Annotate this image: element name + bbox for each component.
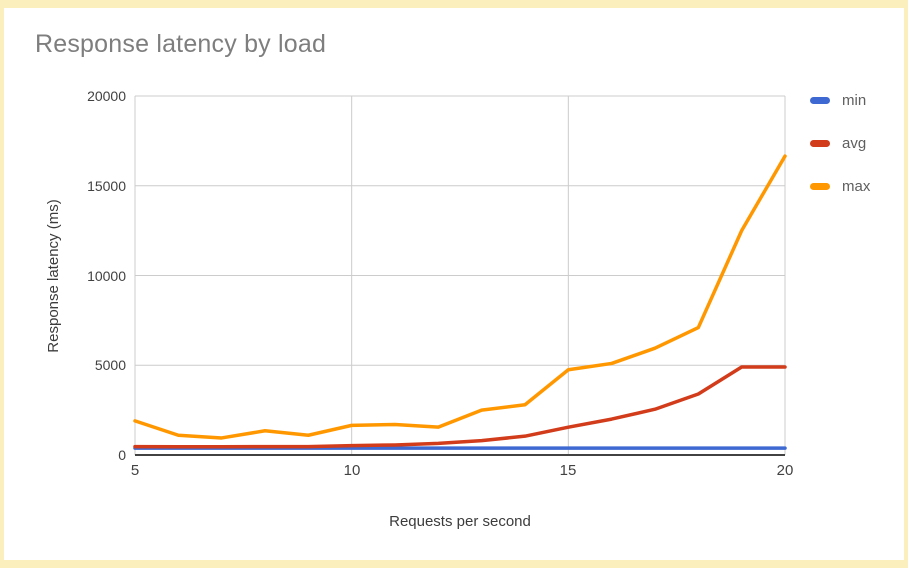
y-tick-label: 15000 [87, 178, 126, 194]
legend-item-max[interactable]: max [810, 176, 870, 197]
y-axis-title: Response latency (ms) [45, 199, 62, 353]
legend-item-min[interactable]: min [810, 90, 870, 111]
legend-label-avg: avg [842, 135, 867, 152]
x-tick-label: 10 [343, 462, 361, 479]
chart-title: Response latency by load [35, 30, 327, 58]
x-axis-title: Requests per second [389, 513, 531, 530]
y-tick-label: 0 [118, 447, 126, 463]
x-tick-label: 5 [130, 462, 140, 479]
x-tick-label: 15 [559, 462, 577, 479]
y-tick-label: 10000 [87, 268, 126, 284]
x-tick-label: 20 [776, 462, 794, 479]
y-tick-label: 5000 [94, 357, 126, 373]
avg-series-swatch-icon [810, 140, 830, 147]
legend-item-avg[interactable]: avg [810, 133, 870, 154]
max-series-swatch-icon [810, 183, 830, 190]
legend-label-max: max [842, 178, 871, 195]
min-series-swatch-icon [810, 97, 830, 104]
y-tick-label: 20000 [87, 88, 126, 104]
chart-legend: min avg max [810, 90, 870, 219]
legend-label-min: min [842, 92, 867, 109]
